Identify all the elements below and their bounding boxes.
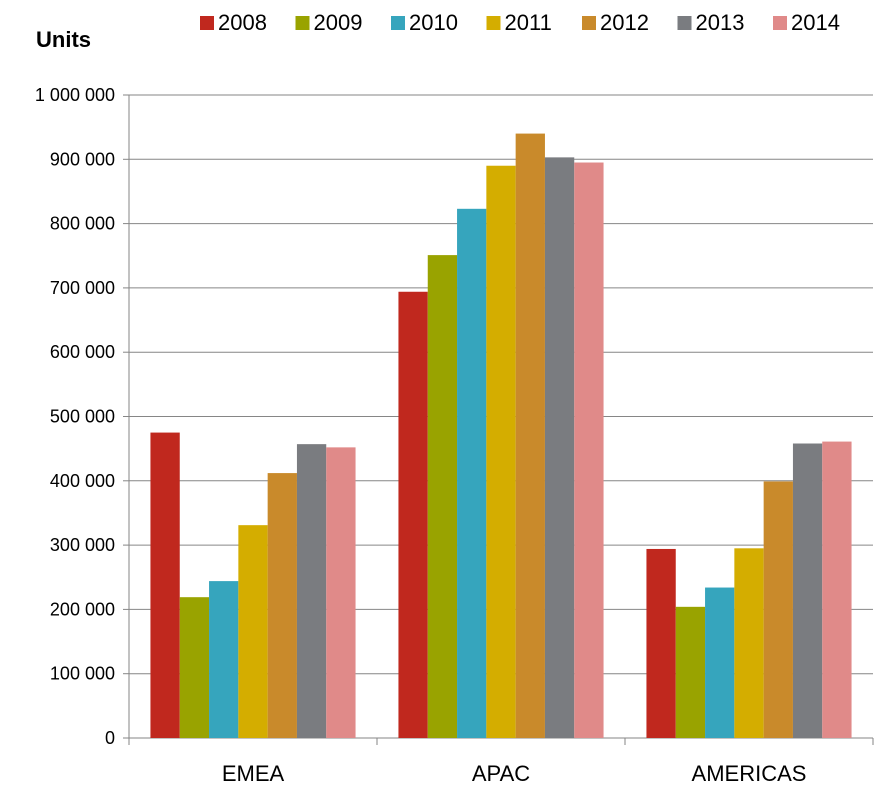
legend-label: 2014	[791, 10, 840, 35]
bar-2009-emea	[179, 597, 210, 738]
bar-2012-americas	[763, 481, 793, 738]
legend-item: 2013	[677, 10, 745, 35]
y-axis-title: Units	[36, 27, 91, 52]
y-tick-label: 500 000	[50, 407, 115, 427]
bar-2011-americas	[734, 548, 764, 738]
y-tick-label: 1 000 000	[35, 85, 115, 105]
x-category-label: APAC	[472, 761, 530, 786]
legend-swatch	[677, 16, 692, 30]
legend-item: 2011	[486, 10, 552, 35]
y-tick-label: 700 000	[50, 278, 115, 298]
legend-label: 2013	[696, 10, 745, 35]
x-category-label: AMERICAS	[692, 761, 807, 786]
y-tick-label: 600 000	[50, 342, 115, 362]
x-category-label: EMEA	[222, 761, 285, 786]
legend-item: 2009	[295, 10, 363, 35]
legend-swatch	[582, 16, 596, 30]
legend-swatch	[295, 16, 310, 30]
bar-layer	[150, 133, 852, 739]
bar-2008-emea	[150, 432, 180, 738]
legend-item: 2008	[200, 10, 267, 35]
legend-swatch	[486, 16, 501, 30]
bar-2014-apac	[574, 162, 604, 738]
bar-2008-americas	[646, 548, 676, 738]
legend-label: 2010	[409, 10, 458, 35]
bar-2013-emea	[296, 444, 327, 738]
legend-item: 2010	[391, 10, 458, 35]
y-tick-label: 400 000	[50, 471, 115, 491]
bar-2014-americas	[822, 441, 852, 738]
legend-label: 2008	[218, 10, 267, 35]
y-tick-label: 100 000	[50, 664, 115, 684]
legend-swatch	[391, 16, 405, 30]
bar-2009-apac	[427, 255, 458, 738]
y-tick-label: 900 000	[50, 149, 115, 169]
bar-2011-emea	[238, 525, 268, 738]
bar-2013-americas	[792, 443, 823, 738]
legend-label: 2009	[314, 10, 363, 35]
bar-2009-americas	[675, 606, 706, 738]
legend-swatch	[200, 16, 214, 30]
legend: 2008 2009 2010 2011 2012 2013 2014	[200, 10, 840, 35]
legend-label: 2011	[505, 10, 552, 35]
y-tick-label: 800 000	[50, 214, 115, 234]
bar-2010-americas	[705, 587, 735, 738]
bar-2013-apac	[544, 157, 575, 739]
legend-item: 2014	[773, 10, 840, 35]
bar-2014-emea	[326, 447, 356, 738]
legend-swatch	[773, 16, 787, 30]
bar-2010-emea	[209, 581, 239, 738]
bar-2011-apac	[486, 165, 516, 739]
legend-label: 2012	[600, 10, 649, 35]
bar-2010-apac	[457, 208, 487, 738]
y-tick-label: 200 000	[50, 599, 115, 619]
y-tick-label: 300 000	[50, 535, 115, 555]
bar-2008-apac	[398, 291, 428, 738]
y-tick-label: 0	[105, 728, 115, 748]
bar-2012-apac	[515, 133, 545, 738]
legend-item: 2012	[582, 10, 649, 35]
label-layer: Units 0 100 000 200 000 300 000 400 000 500 0…	[35, 27, 807, 786]
bar-2012-emea	[267, 473, 297, 738]
